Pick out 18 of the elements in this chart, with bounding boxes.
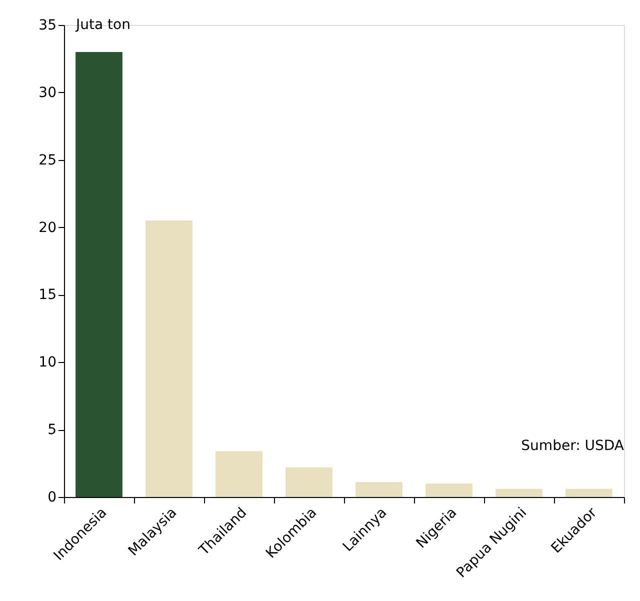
bar [566,488,612,497]
bar [146,220,192,497]
annotation: Sumber: USDA [521,438,624,454]
y-tick-label: 20 [38,220,56,236]
bar [76,52,122,497]
y-tick-label: 35 [38,18,56,34]
y-axis-title: Juta ton [75,17,130,33]
bar [356,482,402,497]
y-tick-label: 10 [38,354,56,371]
y-tick-label: 0 [48,490,56,506]
bar [286,467,332,497]
bar [216,451,262,497]
bar [426,484,472,497]
y-tick-label: 30 [38,84,56,101]
y-tick-label: 15 [38,287,56,304]
y-tick-label: 25 [38,152,56,168]
bar [496,488,542,497]
y-tick-label: 5 [48,422,56,438]
